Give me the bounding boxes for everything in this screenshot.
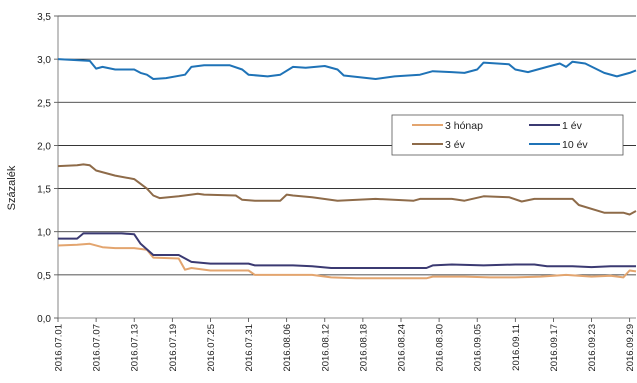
y-tick-label: 1,5 (37, 185, 51, 196)
legend-label: 10 év (562, 139, 588, 151)
x-tick-label: 2016.08.06 (282, 324, 293, 372)
y-tick-label: 2,0 (37, 141, 51, 152)
y-tick-label: 2,5 (37, 98, 51, 109)
x-tick-label: 2016.09.23 (587, 324, 598, 372)
y-tick-label: 1,0 (37, 228, 51, 239)
x-tick-label: 2016.08.18 (358, 324, 369, 372)
y-tick-label: 3,0 (37, 55, 51, 66)
x-tick-label: 2016.09.11 (511, 324, 522, 371)
y-axis-ticks: 0,0 0,5 1,0 1,5 2,0 2,5 3,0 3,5 (37, 12, 58, 325)
plot-lines (57, 58, 637, 280)
legend-box (391, 114, 624, 156)
x-tick-label: 2016.09.29 (625, 324, 636, 372)
series-line (58, 232, 636, 269)
y-axis-label: Százalék (6, 165, 18, 210)
x-tick-label: 2016.07.01 (54, 324, 65, 372)
gridlines (58, 15, 636, 276)
x-tick-label: 2016.07.07 (92, 324, 103, 372)
x-tick-label: 2016.08.24 (396, 324, 407, 372)
x-tick-label: 2016.09.17 (549, 324, 560, 372)
x-tick-label: 2016.07.31 (244, 324, 255, 372)
x-tick-label: 2016.07.25 (206, 324, 217, 372)
legend-label: 3 év (445, 139, 466, 151)
axes (57, 16, 636, 319)
x-axis-ticks: 2016.07.01 2016.07.07 2016.07.13 2016.07.19… (54, 318, 636, 372)
series-line (57, 242, 637, 280)
x-tick-label: 2016.07.13 (130, 324, 141, 372)
y-tick-label: 3,5 (37, 12, 51, 23)
x-tick-label: 2016.08.12 (320, 324, 331, 372)
series-line (57, 163, 637, 216)
x-tick-label: 2016.08.30 (435, 324, 446, 372)
series-line (57, 58, 637, 80)
x-tick-label: 2016.09.05 (473, 324, 484, 372)
legend: 3 hónap 1 év 3 év 10 év (391, 114, 624, 156)
x-tick-label: 2016.07.19 (168, 324, 179, 372)
y-tick-label: 0,5 (37, 271, 51, 282)
y-tick-label: 0,0 (37, 314, 51, 325)
legend-label: 3 hónap (445, 120, 483, 132)
legend-label: 1 év (562, 120, 583, 132)
